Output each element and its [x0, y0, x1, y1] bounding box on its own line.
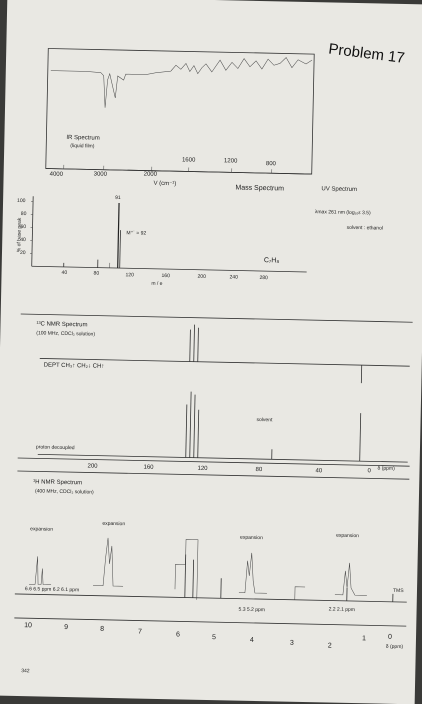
mass-peak-label: 91 [115, 195, 121, 201]
mass-xtick-280: 280 [259, 275, 267, 281]
h1-tick-6: 6 [176, 631, 180, 638]
h1-tick-2: 2 [328, 643, 332, 650]
h1-tick-9: 9 [64, 624, 68, 631]
decoupled-label: proton decoupled [36, 444, 75, 451]
mass-xtick-40: 40 [62, 270, 68, 276]
ir-tick-800: 800 [266, 161, 276, 167]
mass-y-label: % of base peak [16, 218, 23, 253]
h1-exp3-ticks: 2.2 2.1 ppm [329, 607, 356, 614]
mass-x-label: m / e [151, 281, 162, 287]
h1-tms: TMS [393, 588, 404, 594]
h1-axis [14, 618, 406, 626]
c13-panel-top [21, 314, 413, 322]
h1-baseline [15, 594, 407, 602]
h1-expansion-4 [335, 563, 368, 596]
h1-expansion-2 [93, 538, 124, 587]
ir-tick-4000: 4000 [50, 172, 63, 178]
h1-tick-0: 0 [388, 634, 392, 641]
mass-formula: C₇H₈ [264, 257, 280, 264]
mass-xtick-80: 80 [94, 271, 100, 277]
c13-tick-0: 0 [367, 468, 370, 474]
mass-ytick-100: 100 [17, 198, 25, 204]
uv-title: UV Spectrum [321, 186, 357, 193]
h1-exp-label-2: expansion [102, 521, 125, 527]
h1-tick-10: 10 [24, 622, 32, 629]
mass-xtick-240: 240 [229, 274, 237, 280]
h1-exp-label-1: expansion [30, 526, 53, 532]
c13-sub: (100 MHz, CDCl₃ solution) [36, 330, 95, 337]
h1-tick-8: 8 [100, 626, 104, 633]
h1-panel-top [17, 471, 409, 479]
c13-title: ¹³C NMR Spectrum [36, 321, 87, 328]
h1-tick-7: 7 [138, 629, 142, 636]
c13-solvent-label: solvent [256, 417, 272, 423]
ir-sub: (liquid film) [70, 143, 94, 150]
mass-peak-91 [118, 203, 119, 268]
c13-tick-40: 40 [315, 468, 322, 474]
mass-xtick-160: 160 [161, 273, 169, 279]
c13-tick-200: 200 [87, 463, 97, 469]
ir-tick-1200: 1200 [224, 158, 237, 164]
mass-xtick-120: 120 [125, 272, 133, 278]
ir-tick-1600: 1600 [182, 157, 195, 163]
ir-axis-label: V (cm⁻¹) [153, 180, 176, 187]
dept-label: DEPT CH₃↑ CH₂↓ CH↑ [44, 362, 105, 369]
h1-exp-label-4: expansion [336, 533, 359, 539]
uv-solvent: solvent : ethanol [347, 225, 384, 232]
h1-sub: (400 MHz, CDCl₃ solution) [35, 488, 94, 495]
h1-exp-label-3: expansion [240, 535, 263, 541]
page-number: 342 [21, 668, 29, 674]
ir-trace [50, 53, 312, 112]
mass-mplus-label: M⁺˙ = 92 [126, 230, 146, 236]
h1-expansion-1 [29, 556, 52, 584]
h1-tick-5: 5 [212, 634, 216, 641]
mass-ytick-80: 80 [21, 211, 27, 217]
mass-title: Mass Spectrum [235, 184, 284, 192]
mass-peak-92 [120, 230, 121, 268]
ir-tick-2000: 2000 [144, 172, 157, 178]
h1-title: ¹H NMR Spectrum [33, 479, 82, 486]
h1-exp2-ticks: 5.3 5.2 ppm [239, 607, 266, 614]
c13-axis [18, 458, 410, 466]
c13-delta: δ (ppm) [377, 466, 394, 472]
c13-tick-160: 160 [143, 465, 153, 471]
mass-xtick-200: 200 [197, 274, 205, 280]
h1-tick-1: 1 [362, 635, 366, 642]
h1-tick-4: 4 [250, 637, 254, 644]
c13-tick-120: 120 [197, 466, 207, 472]
c13-tick-80: 80 [255, 467, 262, 473]
mass-y-axis [32, 196, 33, 266]
ir-label: IR Spectrum [66, 135, 99, 142]
uv-lambda: λmax 261 nm (log₁₀ε 3.5) [315, 209, 371, 216]
ir-tick-3000: 3000 [94, 172, 107, 178]
decoupled-baseline [38, 454, 408, 462]
mass-x-axis [32, 266, 307, 272]
ir-frame [46, 49, 314, 175]
h1-delta: δ (ppm) [386, 644, 403, 650]
h1-exp1-ticks: 6.6 6.5 ppm 6.2 6.1 ppm [25, 586, 79, 593]
h1-tick-3: 3 [290, 640, 294, 647]
h1-expansion-3 [239, 553, 268, 594]
